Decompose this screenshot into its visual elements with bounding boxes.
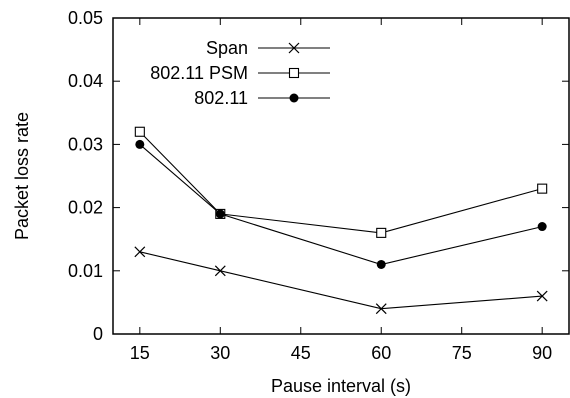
- legend-label: 802.11 PSM: [150, 63, 248, 83]
- data-point-circle-marker: [215, 209, 225, 219]
- x-tick-label: 60: [371, 343, 391, 363]
- y-tick-label: 0.03: [68, 134, 103, 154]
- y-tick-label: 0: [93, 324, 103, 344]
- data-point-circle-marker: [376, 259, 386, 269]
- x-axis-title: Pause interval (s): [271, 376, 411, 396]
- series-layer: [134, 126, 548, 315]
- data-point-circle-marker: [135, 139, 145, 149]
- series-span: [134, 246, 548, 315]
- data-point-square-marker: [537, 183, 548, 194]
- x-tick-label: 15: [130, 343, 150, 363]
- data-point-x-marker: [375, 303, 387, 315]
- series-802-11: [135, 139, 547, 269]
- series-line: [139, 131, 543, 234]
- data-point-circle-marker: [289, 93, 299, 103]
- data-point-x-marker: [536, 290, 548, 302]
- data-point-x-marker: [214, 265, 226, 277]
- series-line: [139, 251, 543, 310]
- data-point-square-marker: [376, 227, 387, 238]
- data-point-square-marker: [288, 67, 300, 79]
- x-tick-label: 30: [210, 343, 230, 363]
- x-tick-label: 90: [532, 343, 552, 363]
- x-tick-label: 45: [291, 343, 311, 363]
- x-tick-label: 75: [452, 343, 472, 363]
- y-tick-label: 0.02: [68, 198, 103, 218]
- series-802-11-psm: [134, 126, 548, 238]
- data-point-square-marker: [134, 126, 145, 137]
- legend-label: 802.11: [194, 88, 248, 108]
- data-point-x-marker: [288, 42, 300, 54]
- series-line: [139, 143, 543, 266]
- y-tick-label: 0.01: [68, 261, 103, 281]
- y-tick-label: 0.04: [68, 71, 103, 91]
- y-tick-label: 0.05: [68, 8, 103, 28]
- data-point-circle-marker: [537, 222, 547, 232]
- axis-ticks: 0 0.01 0.02 0.03 0.04 0.05 15 30 45 60 75 90: [68, 8, 569, 363]
- plot-frame: [112, 17, 570, 335]
- legend-label: Span: [206, 38, 248, 58]
- data-point-x-marker: [134, 246, 146, 258]
- y-axis-title: Packet loss rate: [12, 112, 32, 240]
- legend: Span 802.11 PSM 802.11: [150, 38, 330, 108]
